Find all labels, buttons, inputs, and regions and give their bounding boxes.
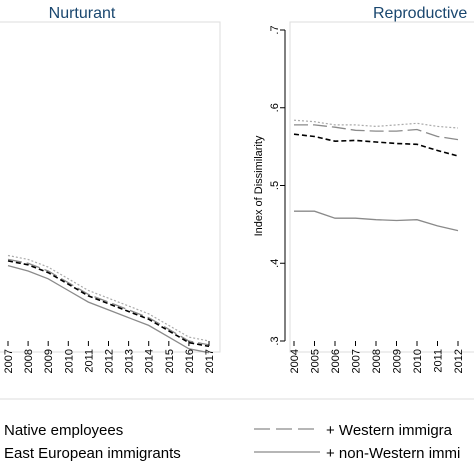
x-ticks-reproductive: 2004 2005 2006 2007 2008 2009 2010 2011 2012 — [289, 341, 465, 373]
x-tick-label: 2010 — [412, 349, 424, 373]
y-ticks-reproductive: .3 .4 .5 .6 .7 — [269, 25, 285, 346]
x-tick-label: 2009 — [392, 349, 404, 373]
series-line-native — [7, 254, 210, 342]
legend-label-eastern: East European immigrants — [4, 445, 181, 462]
x-tick-label: 2015 — [164, 349, 176, 373]
x-tick-label: 2017 — [204, 349, 216, 373]
y-tick-label: .6 — [269, 103, 281, 112]
x-tick-label: 2013 — [124, 349, 136, 373]
series-line-eastern — [7, 260, 210, 348]
x-tick-label: 2014 — [144, 349, 156, 373]
legend-label-western: + Western immigra — [326, 422, 453, 439]
x-tick-label: 2006 — [330, 349, 342, 373]
series-lines-nurturant — [7, 254, 210, 354]
plot-frame-nurturant — [0, 21, 221, 353]
legend-item-native: Native employees — [4, 422, 123, 439]
x-tick-label: 2016 — [184, 349, 196, 373]
panel-reproductive: Reproductive Index of Dissimilarity .3 .4… — [253, 5, 474, 373]
series-line-western — [294, 124, 459, 141]
series-line-native — [293, 119, 459, 129]
x-tick-label: 2011 — [83, 349, 95, 373]
x-tick-label: 2012 — [453, 349, 465, 373]
x-tick-label: 2005 — [310, 349, 322, 373]
x-tick-label: 2004 — [289, 349, 301, 373]
panel-title-nurturant: Nurturant — [49, 5, 116, 22]
legend-label-native: Native employees — [4, 422, 123, 439]
y-tick-label: .3 — [269, 336, 281, 345]
x-tick-label: 2011 — [433, 349, 445, 373]
y-tick-label: .7 — [269, 25, 281, 34]
plot-frame-reproductive — [289, 21, 474, 353]
x-ticks-nurturant: 2007 2008 2009 2010 2011 2012 2013 2014 2015 2016… — [3, 341, 216, 373]
y-tick-label: .5 — [269, 181, 281, 190]
x-tick-label: 2009 — [43, 349, 55, 373]
x-tick-label: 2010 — [63, 349, 75, 373]
legend: Native employees + Western immigra East … — [0, 398, 474, 462]
panel-nurturant: Nurturant 2007 2008 2009 2010 2011 2012 2013 20… — [0, 5, 221, 373]
x-tick-label: 2012 — [104, 349, 116, 373]
x-tick-label: 2008 — [23, 349, 35, 373]
x-tick-label: 2007 — [3, 349, 15, 373]
series-line-nonwestern — [7, 264, 210, 354]
legend-item-eastern: East European immigrants — [4, 445, 181, 462]
legend-item-nonwestern: + non-Western immi — [254, 445, 460, 462]
legend-item-western: + Western immigra — [254, 422, 453, 439]
y-axis-label-reproductive: Index of Dissimilarity — [253, 135, 265, 236]
series-lines-reproductive — [293, 119, 459, 232]
x-tick-label: 2007 — [351, 349, 363, 373]
series-line-western — [7, 258, 210, 346]
panel-title-reproductive: Reproductive — [373, 5, 467, 22]
x-tick-label: 2008 — [371, 349, 383, 373]
series-line-eastern — [293, 133, 459, 157]
legend-label-nonwestern: + non-Western immi — [326, 445, 460, 462]
y-tick-label: .4 — [269, 259, 281, 268]
series-line-nonwestern — [294, 210, 459, 232]
